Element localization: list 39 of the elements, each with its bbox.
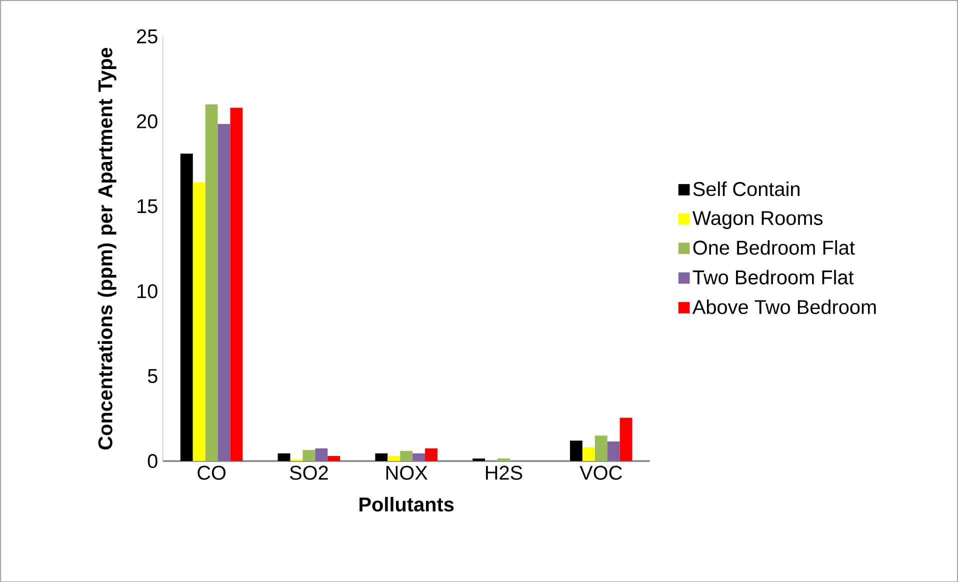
bar bbox=[472, 458, 486, 461]
bar bbox=[497, 458, 510, 461]
x-axis-title: Pollutants bbox=[360, 496, 454, 512]
legend-label: Self Contain bbox=[693, 181, 800, 196]
x-tick-label: H2S bbox=[486, 466, 522, 480]
bar bbox=[412, 453, 426, 461]
bar bbox=[230, 108, 243, 461]
y-tick-label: 10 bbox=[138, 284, 158, 298]
bar bbox=[620, 418, 632, 461]
bar bbox=[425, 448, 438, 461]
legend-label: Above Two Bedroom bbox=[692, 299, 876, 314]
bar bbox=[582, 447, 595, 461]
bar bbox=[278, 453, 290, 461]
bar bbox=[388, 456, 400, 461]
y-tick-label: 15 bbox=[138, 199, 158, 214]
bar bbox=[328, 456, 340, 461]
bar bbox=[375, 453, 388, 461]
x-tick-label: SO2 bbox=[290, 466, 328, 480]
bar bbox=[218, 124, 230, 461]
x-tick-label: CO bbox=[198, 466, 226, 480]
y-tick-label: 5 bbox=[148, 369, 158, 383]
x-tick-label: VOC bbox=[580, 466, 622, 480]
bar bbox=[594, 435, 608, 461]
legend-label: Two Bedroom Flat bbox=[692, 270, 854, 284]
y-tick-label: 20 bbox=[137, 114, 158, 128]
bar bbox=[192, 182, 206, 461]
bar bbox=[400, 450, 413, 461]
y-tick-label: 0 bbox=[148, 454, 158, 468]
bar bbox=[180, 153, 193, 461]
bar bbox=[607, 441, 620, 461]
y-tick-label: 25 bbox=[137, 29, 158, 44]
x-tick-label: NOX bbox=[386, 466, 428, 480]
bar bbox=[570, 440, 582, 461]
bar bbox=[205, 104, 218, 461]
y-axis-title: Concentrations (ppm) per Apartment Type bbox=[98, 48, 116, 450]
bar bbox=[302, 450, 316, 461]
legend-label: One Bedroom Flat bbox=[693, 240, 855, 255]
legend-label: Wagon Rooms bbox=[692, 211, 823, 229]
bar bbox=[315, 448, 328, 461]
